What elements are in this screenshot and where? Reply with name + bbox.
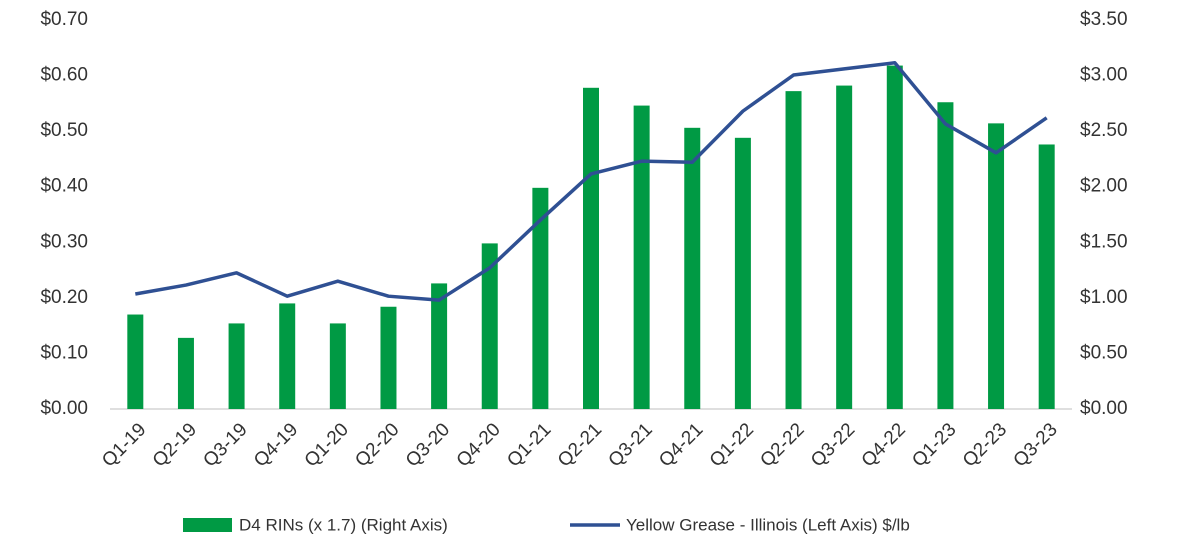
bar (532, 187, 549, 409)
y-tick-label: $0.60 (40, 65, 88, 86)
y2-tick-label: $2.00 (1080, 176, 1128, 197)
bar (583, 87, 599, 409)
y2-tick-label: $0.50 (1080, 342, 1128, 363)
bar (177, 337, 194, 409)
y2-tick-label: $1.00 (1080, 287, 1128, 308)
x-tick-label: Q1-22 (706, 419, 758, 471)
bar (127, 314, 144, 409)
x-tick-label: Q1-20 (301, 419, 353, 471)
x-tick-label: Q1-19 (98, 419, 150, 471)
bar (431, 283, 448, 409)
y-tick-label: $0.20 (40, 287, 88, 308)
y-tick-label: $0.50 (40, 120, 88, 141)
bar (937, 102, 954, 409)
x-tick-label: Q3-23 (1010, 419, 1062, 471)
x-tick-label: Q4-22 (858, 419, 910, 471)
x-tick-label: Q2-19 (149, 419, 201, 471)
bar (785, 91, 802, 409)
legend-label: D4 RINs (x 1.7) (Right Axis) (239, 515, 448, 534)
x-tick-label: Q2-21 (554, 419, 606, 471)
y2-tick-label: $3.50 (1080, 9, 1128, 30)
bar (228, 323, 245, 409)
bar (836, 85, 853, 410)
x-tick-label: Q3-19 (199, 419, 251, 471)
x-tick-label: Q3-20 (402, 419, 454, 471)
x-tick-label: Q3-22 (807, 419, 859, 471)
bar (481, 243, 498, 409)
line (135, 61, 1048, 302)
y2-tick-label: $3.00 (1080, 65, 1128, 86)
bar (1038, 144, 1055, 410)
x-tick-label: Q2-20 (351, 419, 403, 471)
x-tick-label: Q1-23 (908, 419, 960, 471)
bar (734, 137, 751, 409)
y-tick-label: $0.00 (40, 398, 88, 419)
legend-swatch (183, 518, 232, 532)
x-tick-label: Q4-20 (453, 419, 505, 471)
bar (380, 306, 397, 409)
y-tick-label: $0.10 (40, 342, 88, 363)
y-tick-label: $0.40 (40, 176, 88, 197)
x-tick-label: Q4-19 (250, 419, 302, 471)
bar (886, 65, 903, 409)
bar (633, 105, 650, 409)
y-tick-label: $0.30 (40, 231, 88, 252)
x-tick-label: Q1-21 (503, 419, 555, 471)
bar (279, 303, 296, 409)
x-tick-label: Q2-23 (959, 419, 1011, 471)
legend-label: Yellow Grease - Illinois (Left Axis) $/l… (626, 515, 910, 534)
y2-tick-label: $1.50 (1080, 231, 1128, 252)
x-tick-label: Q4-21 (655, 419, 707, 471)
x-tick-label: Q2-22 (756, 419, 808, 471)
y-tick-label: $0.70 (40, 9, 88, 30)
x-tick-label: Q3-21 (605, 419, 657, 471)
y2-tick-label: $2.50 (1080, 120, 1128, 141)
bar (988, 123, 1005, 409)
bar (329, 323, 346, 409)
bar (684, 127, 701, 410)
y2-tick-label: $0.00 (1080, 398, 1128, 419)
